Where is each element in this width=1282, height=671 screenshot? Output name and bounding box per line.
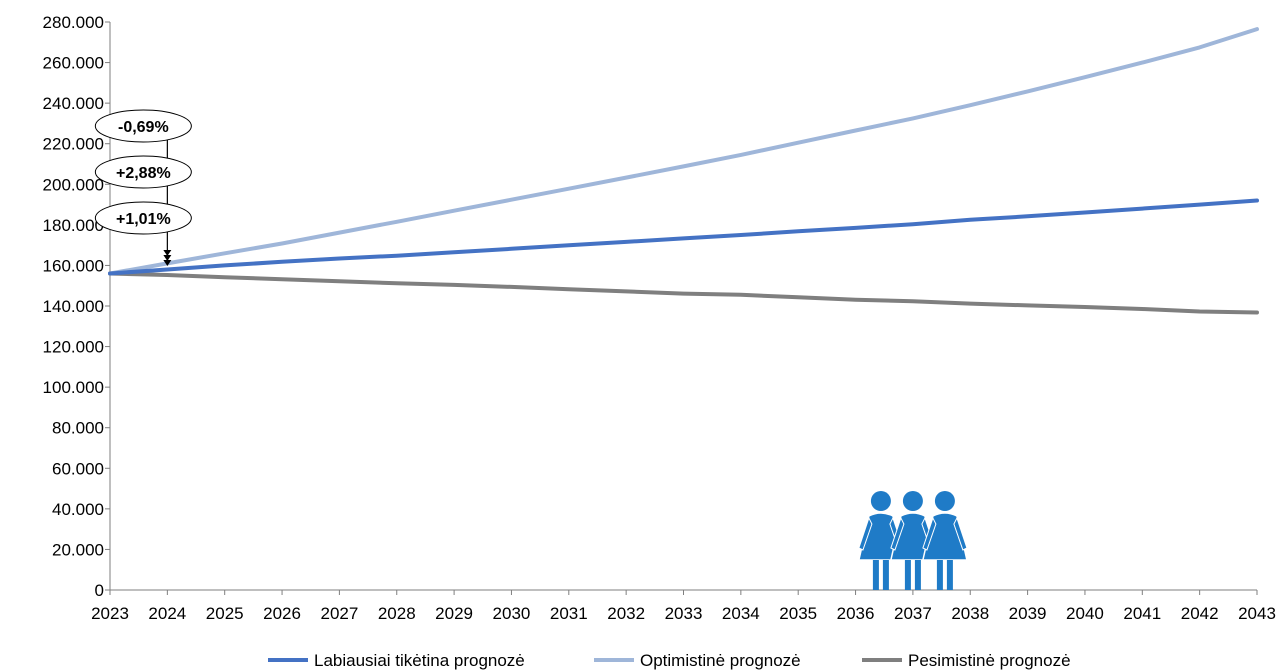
y-tick-label: 240.000 — [43, 94, 104, 113]
legend-item-2: Pesimistinė prognozė — [862, 651, 1071, 670]
y-tick-label: 120.000 — [43, 338, 104, 357]
x-tick-label: 2023 — [91, 604, 129, 623]
y-tick-label: 20.000 — [52, 540, 104, 559]
woman-icon — [921, 491, 968, 590]
y-axis-tick-labels: 0 20.000 40.000 60.000 80.000 100.000 120.000 1… — [43, 13, 104, 600]
annotation-arrow-head — [163, 260, 172, 266]
y-tick-label: 100.000 — [43, 378, 104, 397]
y-tick-label: 220.000 — [43, 135, 104, 154]
x-tick-label: 2027 — [320, 604, 358, 623]
x-tick-label: 2042 — [1181, 604, 1219, 623]
x-tick-label: 2024 — [148, 604, 186, 623]
x-tick-label: 2032 — [607, 604, 645, 623]
legend-label: Labiausiai tikėtina prognozė — [314, 651, 525, 670]
annotation-bubble — [94, 155, 192, 189]
annotation-label: -0,69% — [118, 119, 169, 136]
x-tick-label: 2041 — [1123, 604, 1161, 623]
women-icon-group — [857, 491, 968, 590]
x-tick-label: 2025 — [206, 604, 244, 623]
y-tick-label: 160.000 — [43, 256, 104, 275]
x-tick-label: 2037 — [894, 604, 932, 623]
legend-item-1: Optimistinė prognozė — [594, 651, 801, 670]
x-tick-label: 2030 — [493, 604, 531, 623]
series-lines — [108, 27, 1259, 315]
x-axis-tick-labels: 2023 2024 2025 2026 2027 2028 2029 2030 2031 2032… — [91, 604, 1276, 623]
x-tick-label: 2026 — [263, 604, 301, 623]
x-tick-label: 2033 — [665, 604, 703, 623]
annotation-label: +2,88% — [116, 165, 171, 182]
x-tick-label: 2040 — [1066, 604, 1104, 623]
legend-label: Optimistinė prognozė — [640, 651, 801, 670]
y-tick-label: 0 — [95, 581, 104, 600]
y-tick-label: 180.000 — [43, 216, 104, 235]
y-tick-label: 200.000 — [43, 175, 104, 194]
x-tick-label: 2043 — [1238, 604, 1276, 623]
annotation-bubble — [94, 109, 192, 143]
annotation-arrow-head — [163, 250, 172, 256]
series-line-1 — [108, 27, 1259, 276]
x-tick-label: 2036 — [837, 604, 875, 623]
annotations: -0,69% +2,88% +1,01% — [94, 109, 192, 266]
x-tick-label: 2039 — [1009, 604, 1047, 623]
x-tick-label: 2029 — [435, 604, 473, 623]
y-tick-label: 40.000 — [52, 500, 104, 519]
series-line-0 — [108, 198, 1259, 276]
annotation-bubble — [94, 201, 192, 235]
legend-item-0: Labiausiai tikėtina prognozė — [268, 651, 525, 670]
y-tick-label: 140.000 — [43, 297, 104, 316]
x-tick-label: 2031 — [550, 604, 588, 623]
legend-label: Pesimistinė prognozė — [908, 651, 1071, 670]
x-tick-label: 2034 — [722, 604, 760, 623]
x-tick-label: 2028 — [378, 604, 416, 623]
y-tick-label: 60.000 — [52, 459, 104, 478]
series-line-2 — [108, 271, 1259, 315]
y-tick-label: 80.000 — [52, 419, 104, 438]
x-tick-label: 2035 — [779, 604, 817, 623]
y-tick-label: 260.000 — [43, 54, 104, 73]
annotation-label: +1,01% — [116, 211, 171, 228]
y-tick-label: 280.000 — [43, 13, 104, 32]
annotation-arrow-head — [163, 255, 172, 261]
legend: Labiausiai tikėtina prognozė Optimistinė … — [268, 651, 1071, 670]
x-tick-label: 2038 — [951, 604, 989, 623]
